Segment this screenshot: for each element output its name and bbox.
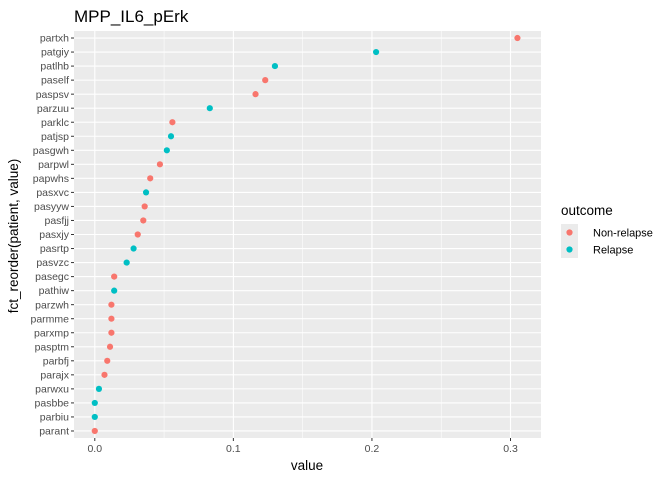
y-tick-label: pasgwh	[33, 145, 69, 157]
y-tick-label: partxh	[40, 33, 69, 45]
data-point	[108, 329, 115, 336]
data-point	[514, 34, 521, 42]
y-tick-label: pasxvc	[36, 187, 69, 199]
y-tick-label: pathiw	[39, 285, 70, 297]
y-tick-label: patlhb	[40, 61, 69, 73]
data-point	[104, 357, 111, 364]
legend-marker	[566, 229, 573, 236]
y-tick-label: pasvzc	[36, 257, 69, 269]
data-point	[140, 217, 147, 224]
legend-marker	[566, 246, 573, 253]
data-point	[91, 427, 98, 435]
y-tick-label: pasxjy	[39, 229, 70, 241]
data-point	[262, 77, 269, 84]
y-tick-label: parant	[39, 426, 69, 438]
y-tick-label: parklc	[41, 117, 69, 129]
y-tick-label: parwxu	[35, 383, 69, 395]
y-tick-label: pasyyw	[34, 201, 69, 213]
y-tick-label: pasrtp	[40, 243, 69, 255]
legend-title: outcome	[561, 203, 613, 218]
data-point	[156, 161, 164, 168]
y-tick-label: papwhs	[33, 173, 69, 185]
data-point	[108, 301, 115, 308]
x-tick-label: 0.0	[87, 443, 102, 455]
data-point	[271, 62, 279, 70]
data-point	[91, 413, 98, 421]
y-tick-label: parzuu	[37, 103, 69, 115]
gridlines	[74, 31, 541, 438]
data-point	[111, 273, 118, 280]
y-tick-label: parmme	[30, 313, 69, 325]
data-point	[147, 175, 154, 182]
data-point	[111, 287, 118, 294]
legend-label: Non-relapse	[593, 228, 653, 240]
data-point	[101, 371, 108, 378]
y-axis: parant parbiu pasbbe parwxu parajx parbfj pasp…	[30, 33, 74, 438]
data-point	[372, 48, 380, 56]
y-tick-label: pasbbe	[35, 398, 70, 410]
y-tick-label: patgiy	[41, 47, 70, 59]
data-point	[252, 91, 259, 98]
y-tick-label: parzwh	[35, 299, 69, 311]
data-point	[134, 231, 141, 238]
y-tick-label: parbfj	[43, 355, 69, 367]
data-point	[108, 315, 115, 322]
data-point	[106, 343, 114, 350]
data-point	[130, 245, 137, 252]
legend-label: Relapse	[593, 245, 633, 257]
y-tick-label: parpwl	[38, 159, 69, 171]
x-tick-label: 0.3	[503, 443, 518, 455]
data-point	[123, 259, 130, 266]
data-point	[91, 399, 98, 407]
y-axis-title: fct_reorder(patient, value)	[6, 159, 21, 314]
y-tick-label: pasfjj	[44, 215, 69, 227]
legend: outcome Non-relapse Relapse	[561, 203, 653, 258]
x-axis-title: value	[291, 458, 323, 473]
y-tick-label: patjsp	[41, 131, 69, 143]
y-tick-label: parajx	[40, 369, 69, 381]
data-points	[91, 34, 521, 435]
y-tick-label: paspsv	[36, 89, 70, 101]
y-tick-label: pasptm	[35, 341, 70, 353]
y-tick-label: paself	[41, 75, 69, 87]
data-point	[206, 105, 213, 112]
x-tick-label: 0.2	[365, 443, 380, 455]
x-tick-label: 0.1	[226, 443, 241, 455]
data-point	[163, 147, 170, 154]
data-point	[95, 385, 103, 392]
data-point	[169, 119, 176, 126]
data-point	[142, 189, 150, 196]
data-point	[167, 133, 175, 140]
y-tick-label: parxmp	[34, 327, 69, 339]
x-axis: 0.0 0.1 0.2 0.3	[87, 438, 518, 455]
chart-title: MPP_IL6_pErk	[74, 7, 189, 26]
y-tick-label: pasegc	[35, 271, 69, 283]
data-point	[141, 203, 148, 210]
y-tick-label: parbiu	[40, 412, 69, 424]
